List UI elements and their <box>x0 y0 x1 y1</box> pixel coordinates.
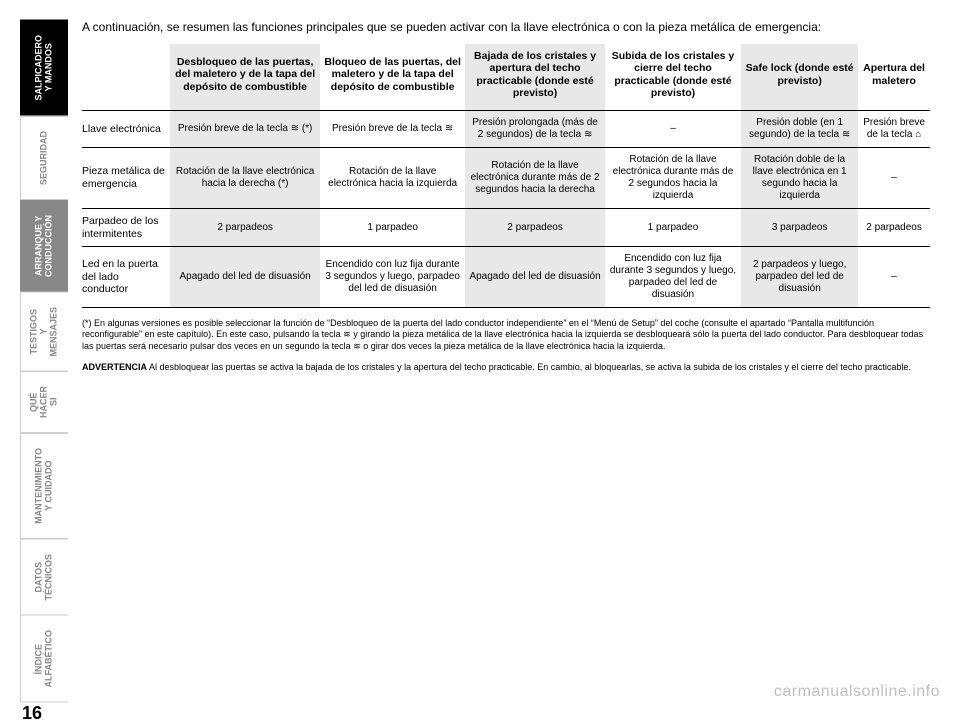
table-cell: – <box>858 147 930 208</box>
table-cell: Apagado del led de disuasión <box>170 247 320 308</box>
watermark: carmanualsonline.info <box>774 683 940 701</box>
content-area: A continuación, se resumen las funciones… <box>68 0 960 709</box>
footnote-star: (*) En algunas versiones es posible sele… <box>82 318 930 352</box>
table-header: Desbloqueo de las puertas, del maletero … <box>82 44 930 111</box>
table-cell: 1 parpadeo <box>605 208 741 246</box>
table-cell: Rotación de la llave electrónica hacia l… <box>320 147 465 208</box>
table-row-label: Pieza metálica de emergencia <box>82 147 170 208</box>
table-header-row: Desbloqueo de las puertas, del maletero … <box>82 44 930 111</box>
functions-table: Desbloqueo de las puertas, del maletero … <box>82 44 930 309</box>
table-cell: 3 parpadeos <box>741 208 858 246</box>
table-cell: Presión breve de la tecla ≋ <box>320 110 465 147</box>
footnote-adv-text: Al desbloquear las puertas se activa la … <box>147 362 911 372</box>
table-cell: 2 parpadeos y luego, parpadeo del led de… <box>741 247 858 308</box>
table-cell: Rotación de la llave electrónica hacia l… <box>170 147 320 208</box>
footnote-adv-label: ADVERTENCIA <box>82 362 147 372</box>
table-corner <box>82 44 170 111</box>
side-tab[interactable]: SEGURIDAD <box>20 116 68 200</box>
side-tab[interactable]: ARRANQUE Y CONDUCCIÓN <box>20 200 68 292</box>
table-column-header: Subida de los cristales y cierre del tec… <box>605 44 741 111</box>
table-column-header: Bloqueo de las puertas, del maletero y d… <box>320 44 465 111</box>
side-tab[interactable]: ÍNDICE ALFABÉTICO <box>20 615 68 703</box>
side-tab[interactable]: SALPICADERO Y MANDOS <box>20 20 68 116</box>
table-row-label: Parpadeo de los intermitentes <box>82 208 170 246</box>
table-column-header: Apertura del maletero <box>858 44 930 111</box>
table-row: Parpadeo de los intermitentes2 parpadeos… <box>82 208 930 246</box>
side-tab[interactable]: MANTENIMIENTO Y CUIDADO <box>20 433 68 539</box>
table-cell: 2 parpadeos <box>465 208 604 246</box>
table-row: Led en la puerta del lado conductorApaga… <box>82 247 930 308</box>
footnote-advertencia: ADVERTENCIA Al desbloquear las puertas s… <box>82 362 930 373</box>
table-body: Llave electrónicaPresión breve de la tec… <box>82 110 930 307</box>
table-cell: Apagado del led de disuasión <box>465 247 604 308</box>
table-cell: 2 parpadeos <box>858 208 930 246</box>
table-cell: – <box>605 110 741 147</box>
table-cell: 2 parpadeos <box>170 208 320 246</box>
table-cell: Rotación de la llave electrónica durante… <box>605 147 741 208</box>
table-column-header: Desbloqueo de las puertas, del maletero … <box>170 44 320 111</box>
table-cell: Presión breve de la tecla ⌂ <box>858 110 930 147</box>
table-cell: Rotación doble de la llave electrónica e… <box>741 147 858 208</box>
table-column-header: Safe lock (donde esté previsto) <box>741 44 858 111</box>
table-row-label: Led en la puerta del lado conductor <box>82 247 170 308</box>
table-cell: Encendido con luz fija durante 3 segundo… <box>320 247 465 308</box>
intro-text: A continuación, se resumen las funciones… <box>82 20 930 36</box>
table-cell: Presión prolongada (más de 2 segundos) d… <box>465 110 604 147</box>
table-cell: – <box>858 247 930 308</box>
table-cell: 1 parpadeo <box>320 208 465 246</box>
table-row-label: Llave electrónica <box>82 110 170 147</box>
table-column-header: Bajada de los cristales y apertura del t… <box>465 44 604 111</box>
side-tabs: SALPICADERO Y MANDOSSEGURIDADARRANQUE Y … <box>0 0 68 709</box>
table-cell: Rotación de la llave electrónica durante… <box>465 147 604 208</box>
side-tab[interactable]: TESTIGOS Y MENSAJES <box>20 292 68 372</box>
side-tab[interactable]: DATOS TÉCNICOS <box>20 539 68 616</box>
table-cell: Encendido con luz fija durante 3 segundo… <box>605 247 741 308</box>
page-number: 16 <box>22 703 42 724</box>
side-tab[interactable]: QUÉ HACER SI <box>20 371 68 433</box>
table-row: Llave electrónicaPresión breve de la tec… <box>82 110 930 147</box>
table-cell: Presión breve de la tecla ≋ (*) <box>170 110 320 147</box>
table-row: Pieza metálica de emergenciaRotación de … <box>82 147 930 208</box>
manual-page: SALPICADERO Y MANDOSSEGURIDADARRANQUE Y … <box>0 0 960 709</box>
table-cell: Presión doble (en 1 segundo) de la tecla… <box>741 110 858 147</box>
